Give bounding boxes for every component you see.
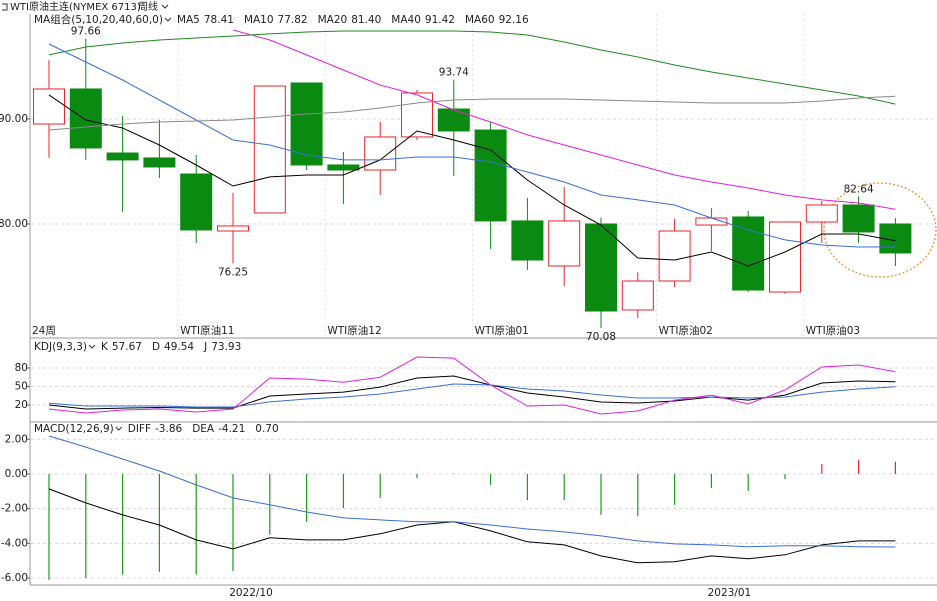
period-selector[interactable]: 周线: [138, 0, 158, 13]
legend-value: 91.42: [425, 14, 455, 26]
high-label: 93.74: [439, 67, 469, 79]
period-count: 24周: [32, 325, 56, 337]
y-tick-label: -4.00: [1, 537, 28, 549]
indicator-line: [48, 435, 896, 548]
legend-value: 0.70: [255, 423, 278, 435]
period-label: WTI原油01: [475, 324, 529, 337]
indicator-line: [48, 30, 896, 105]
instrument-title[interactable]: WTI原油主连(NYMEX 6713): [10, 0, 141, 13]
legend-value: -3.86: [155, 423, 182, 435]
candle-body: [290, 82, 323, 166]
y-tick-label: -2.00: [1, 503, 28, 515]
legend-dropdown-icon[interactable]: [115, 426, 123, 431]
period-label: WTI原油02: [659, 324, 713, 337]
period-label: WTI原油11: [180, 324, 234, 337]
candle-body: [474, 129, 507, 222]
candle-body: [585, 223, 617, 312]
candle-body: [401, 92, 433, 138]
candle-body: [106, 152, 139, 161]
legend-dropdown-icon[interactable]: [164, 17, 172, 22]
indicator-line: [48, 383, 896, 408]
legend-value: -4.21: [218, 423, 245, 435]
legend-value: 49.54: [164, 341, 194, 353]
y-tick-label: 90.00: [0, 113, 28, 125]
candle-body: [769, 221, 801, 293]
high-label: 82.64: [844, 183, 874, 195]
legend-name: MA40: [391, 14, 421, 26]
candle-body: [69, 88, 102, 149]
legend-value: 77.82: [278, 14, 308, 26]
legend-value: 57.67: [112, 341, 142, 353]
indicator-line: [48, 356, 896, 415]
y-tick-label: 80.00: [0, 218, 28, 230]
y-tick-label: 80: [15, 362, 28, 374]
indicator-line: [48, 95, 896, 131]
candle-body: [842, 204, 875, 233]
indicator-line: [48, 94, 896, 267]
candle-body: [732, 216, 765, 291]
indicator-line: [48, 43, 896, 248]
y-tick-label: 0.00: [5, 468, 28, 480]
legend-name: DEA: [192, 423, 215, 435]
legend-name: K: [101, 341, 109, 353]
candle-body: [217, 225, 249, 232]
legend-name: MA5: [177, 14, 200, 26]
legend-title[interactable]: MACD(12,26,9): [34, 423, 114, 435]
candle-body: [511, 220, 544, 261]
x-tick-label: 2023/01: [708, 587, 752, 599]
legend-name: DIFF: [128, 423, 151, 435]
legend-name: J: [203, 341, 207, 353]
highlight-circle: [823, 182, 937, 278]
candle-body: [437, 108, 470, 132]
legend-value: 81.40: [351, 14, 381, 26]
indicator-line: [48, 488, 896, 564]
candle-body: [143, 157, 176, 168]
legend-name: MA20: [318, 14, 348, 26]
legend-title[interactable]: MA组合(5,10,20,40,60,0): [34, 13, 163, 26]
candle-body: [180, 173, 213, 231]
period-dropdown-icon[interactable]: [161, 4, 169, 9]
candle-body: [253, 85, 286, 214]
y-tick-label: -6.00: [1, 572, 28, 584]
x-tick-label: 2022/10: [229, 587, 273, 599]
candle-body: [33, 88, 65, 125]
menu-icon[interactable]: [2, 3, 8, 11]
legend-title[interactable]: KDJ(9,3,3): [34, 341, 87, 353]
legend-value: 73.93: [211, 341, 241, 353]
indicator-line: [48, 375, 896, 410]
candle-body: [805, 204, 838, 223]
high-label: 97.66: [71, 26, 101, 38]
candle-body: [327, 164, 360, 171]
period-label: WTI原油03: [806, 324, 860, 337]
low-label: 70.08: [586, 331, 616, 343]
legend-dropdown-icon[interactable]: [88, 344, 96, 349]
candle-body: [548, 220, 581, 267]
indicator-line: [232, 29, 896, 210]
candle-body: [364, 136, 397, 171]
legend-name: MA60: [465, 14, 495, 26]
legend-value: 78.41: [204, 14, 234, 26]
legend-name: MA10: [244, 14, 274, 26]
candle-body: [658, 230, 691, 282]
y-tick-label: 50: [15, 381, 28, 393]
period-label: WTI原油12: [327, 324, 381, 337]
y-tick-label: 20: [15, 399, 28, 411]
legend-name: D: [152, 341, 160, 353]
low-label: 76.25: [218, 266, 248, 278]
candle-body: [621, 280, 654, 311]
legend-value: 92.16: [499, 14, 529, 26]
y-tick-label: 2.00: [5, 433, 28, 445]
